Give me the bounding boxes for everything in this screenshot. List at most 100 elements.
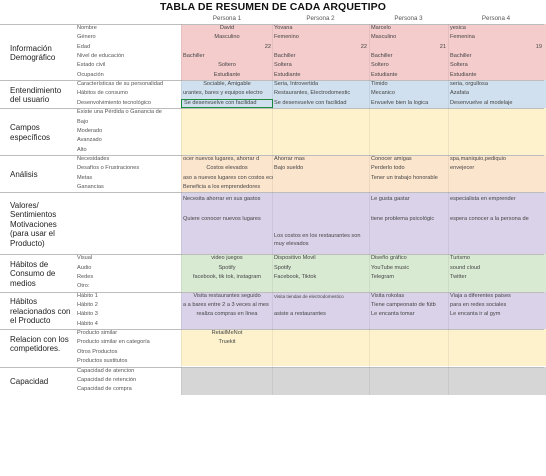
table-cell[interactable]: Yovana (274, 25, 293, 31)
table-cell[interactable]: 19 (535, 43, 542, 50)
table-cell[interactable]: envejecer (450, 165, 475, 172)
table-cell[interactable]: facebook, tik tok, instagram (192, 274, 262, 280)
table-cell[interactable]: 22 (360, 43, 367, 50)
table-cell[interactable] (448, 118, 544, 127)
table-cell[interactable]: 21 (439, 43, 446, 50)
table-cell[interactable] (272, 212, 369, 221)
table-cell[interactable]: Viaja a diferentes paises (450, 292, 511, 299)
table-cell[interactable] (369, 183, 448, 192)
table-cell[interactable]: Soltera (450, 62, 468, 69)
table-cell[interactable]: Quiere conocer nuevos lugares (183, 216, 261, 223)
table-cell[interactable]: Se desenvuelve con facilidad (181, 98, 273, 108)
table-cell[interactable] (448, 348, 544, 357)
table-cell[interactable]: Spotify (274, 264, 292, 271)
table-cell[interactable] (369, 108, 448, 117)
table-cell[interactable]: Costos elevados (206, 165, 248, 172)
table-cell[interactable]: Azafata (450, 90, 469, 97)
table-cell[interactable] (181, 367, 273, 376)
table-cell[interactable] (272, 301, 369, 310)
table-cell[interactable]: 22 (264, 43, 271, 50)
table-cell[interactable]: espera conocer a la persona de (450, 216, 529, 223)
table-cell[interactable] (369, 282, 448, 291)
table-cell[interactable]: Estudiante (274, 71, 301, 78)
table-cell[interactable]: Visita tiendas de electrodomestico (274, 293, 344, 299)
table-cell[interactable] (181, 320, 273, 329)
table-cell[interactable]: especialista en emprender (450, 196, 516, 203)
table-cell[interactable] (369, 118, 448, 127)
table-cell[interactable]: Los costos en los restaurantes son muy e… (274, 233, 361, 248)
table-cell[interactable]: Necesita ahorrar en sus gastos (183, 196, 261, 203)
table-cell[interactable] (448, 232, 544, 241)
table-cell[interactable]: asiste a restaurantes (274, 311, 326, 318)
table-cell[interactable] (272, 367, 369, 376)
table-cell[interactable]: Mecanico (371, 90, 395, 97)
table-cell[interactable] (369, 367, 448, 376)
table-cell[interactable] (272, 320, 369, 329)
table-cell[interactable] (181, 127, 273, 136)
table-cell[interactable] (272, 376, 369, 385)
table-cell[interactable]: Soltero (371, 62, 389, 69)
table-cell[interactable] (181, 385, 273, 394)
table-cell[interactable]: Ahorrar mas (274, 155, 305, 162)
table-cell[interactable] (448, 127, 544, 136)
table-cell[interactable]: a a bares entre 2 a 3 veces al mes (183, 302, 269, 309)
table-cell[interactable] (181, 232, 273, 241)
table-cell[interactable] (448, 183, 544, 192)
table-cell[interactable]: ocer nuevos lugares, ahorrar d (183, 155, 260, 162)
table-cell[interactable]: Femenino (274, 34, 299, 41)
table-cell[interactable] (448, 108, 544, 117)
table-cell[interactable] (448, 320, 544, 329)
table-cell[interactable]: Femenina (450, 34, 475, 41)
table-cell[interactable] (181, 136, 273, 145)
table-cell[interactable] (272, 183, 369, 192)
table-cell[interactable] (272, 146, 369, 155)
table-cell[interactable]: Tener un trabajo honorable (371, 174, 438, 181)
table-cell[interactable] (272, 357, 369, 366)
table-cell[interactable]: spa,maniquio,pediquio (450, 155, 506, 162)
table-cell[interactable]: YouTube music (371, 264, 410, 271)
table-cell[interactable] (369, 348, 448, 357)
table-cell[interactable]: video juegos (211, 255, 243, 262)
table-cell[interactable]: Le encanta tomar (371, 311, 415, 318)
table-cell[interactable]: Perderlo todo (371, 165, 405, 172)
table-cell[interactable] (272, 192, 369, 201)
table-cell[interactable] (448, 282, 544, 291)
table-cell[interactable]: sound cloud (450, 264, 481, 271)
table-cell[interactable]: Spotify (218, 264, 236, 271)
table-cell[interactable] (369, 320, 448, 329)
table-cell[interactable]: Dispositivo Movil (274, 255, 316, 262)
table-cell[interactable]: Truekit (218, 339, 236, 346)
table-cell[interactable] (448, 174, 544, 183)
table-cell[interactable]: yesica (450, 25, 466, 31)
table-cell[interactable] (369, 357, 448, 366)
table-cell[interactable]: Sociable, Amigable (203, 81, 251, 88)
table-cell[interactable]: realiza compras en línea (196, 311, 258, 318)
table-cell[interactable]: Estudiante (450, 71, 477, 78)
table-cell[interactable]: tiene problema psicológic (371, 216, 435, 223)
table-cell[interactable] (181, 357, 273, 366)
table-cell[interactable]: Masculino (214, 34, 240, 41)
table-cell[interactable]: urantes, bares y equipos electro (183, 90, 263, 97)
table-cell[interactable]: Le gusta gastar (371, 196, 410, 203)
table-cell[interactable]: Visita rokolas (371, 292, 405, 299)
table-cell[interactable] (272, 282, 369, 291)
table-cell[interactable]: Bachiller (274, 53, 296, 60)
table-cell[interactable]: Masculino (371, 34, 397, 41)
table-cell[interactable]: Conocer amigas (371, 155, 412, 162)
table-cell[interactable]: Bachiller (183, 53, 205, 60)
table-cell[interactable]: Le encanta ir al gym (450, 311, 501, 318)
table-cell[interactable] (448, 146, 544, 155)
table-cell[interactable] (369, 338, 448, 347)
table-cell[interactable]: Seria, Introvertida (274, 81, 319, 88)
table-cell[interactable] (272, 174, 369, 183)
table-cell[interactable] (369, 385, 448, 394)
table-cell[interactable] (272, 136, 369, 145)
table-cell[interactable]: Envuelve bien la logica (371, 99, 429, 106)
table-cell[interactable]: Beneficia a los emprendedores (183, 183, 261, 190)
table-cell[interactable] (272, 348, 369, 357)
table-cell[interactable] (448, 136, 544, 145)
table-cell[interactable] (272, 127, 369, 136)
table-cell[interactable] (272, 329, 369, 338)
table-cell[interactable] (181, 146, 273, 155)
table-cell[interactable]: Tiene campeonato de fútb (371, 302, 436, 309)
